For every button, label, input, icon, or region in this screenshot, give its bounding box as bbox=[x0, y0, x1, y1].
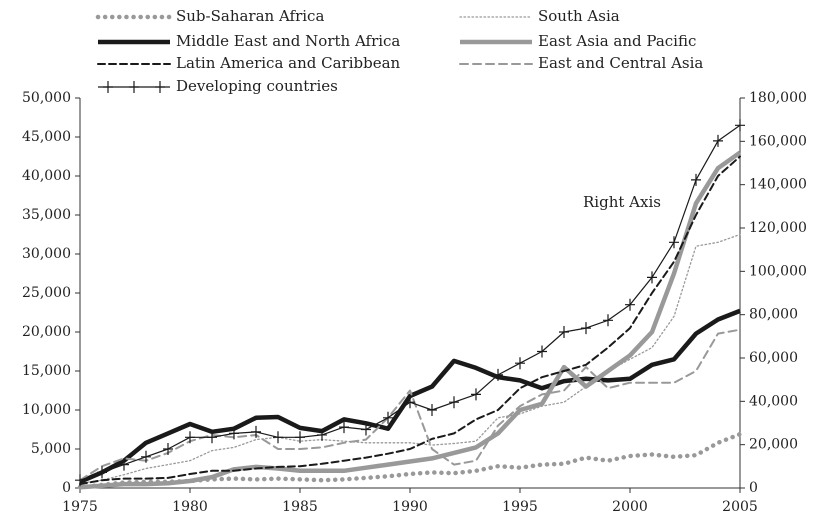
y2-tick-label: 80,000 bbox=[749, 307, 798, 323]
legend-label: Developing countries bbox=[176, 77, 338, 95]
y-tick-label: 35,000 bbox=[22, 207, 71, 223]
legend-marker bbox=[103, 81, 113, 93]
point-marker bbox=[735, 119, 745, 132]
y2-tick-label: 60,000 bbox=[749, 350, 798, 366]
y-tick-label: 25,000 bbox=[22, 285, 71, 301]
point-marker bbox=[75, 474, 85, 487]
point-marker bbox=[361, 423, 371, 436]
point-marker bbox=[273, 431, 283, 444]
y2-tick-label: 100,000 bbox=[749, 263, 807, 279]
x-tick-label: 1995 bbox=[502, 499, 538, 515]
point-marker bbox=[493, 368, 503, 381]
point-marker bbox=[427, 404, 437, 416]
point-marker bbox=[317, 428, 327, 441]
legend-label: South Asia bbox=[538, 7, 620, 25]
point-marker bbox=[229, 427, 239, 440]
series-line bbox=[77, 431, 743, 490]
legend-label: Middle East and North Africa bbox=[176, 32, 400, 50]
point-marker bbox=[603, 314, 613, 327]
point-marker bbox=[625, 298, 635, 311]
series-line bbox=[79, 155, 741, 486]
y2-tick-label: 0 bbox=[749, 480, 758, 496]
legend-label: East and Central Asia bbox=[538, 54, 703, 72]
point-marker bbox=[691, 173, 701, 186]
point-marker bbox=[537, 345, 547, 358]
legend-label: Sub-Saharan Africa bbox=[176, 7, 324, 25]
y-tick-label: 15,000 bbox=[22, 363, 71, 379]
y2-tick-label: 40,000 bbox=[749, 393, 798, 409]
y-tick-label: 0 bbox=[62, 480, 71, 496]
y-tick-label: 40,000 bbox=[22, 168, 71, 184]
point-marker bbox=[515, 357, 525, 370]
point-marker bbox=[559, 326, 569, 338]
legend-label: East Asia and Pacific bbox=[538, 32, 696, 50]
point-marker bbox=[295, 431, 305, 444]
x-tick-label: 2000 bbox=[612, 499, 648, 515]
y-tick-label: 20,000 bbox=[22, 324, 71, 340]
point-marker bbox=[383, 411, 393, 424]
y-tick-label: 30,000 bbox=[22, 246, 71, 262]
y2-tick-label: 120,000 bbox=[749, 220, 807, 236]
series-line bbox=[79, 233, 741, 484]
point-marker bbox=[119, 458, 129, 471]
point-marker bbox=[471, 388, 481, 401]
point-marker bbox=[163, 443, 173, 455]
y2-tick-label: 180,000 bbox=[749, 90, 807, 106]
x-tick-label: 1990 bbox=[392, 499, 428, 515]
point-marker bbox=[647, 271, 657, 284]
y-tick-label: 45,000 bbox=[22, 129, 71, 145]
series-line bbox=[79, 308, 741, 484]
series-line bbox=[79, 150, 742, 490]
legend-marker bbox=[129, 81, 139, 93]
point-marker bbox=[669, 236, 679, 249]
y-tick-label: 50,000 bbox=[22, 90, 71, 106]
x-tick-label: 1985 bbox=[282, 499, 318, 515]
y2-tick-label: 140,000 bbox=[749, 177, 807, 193]
y-tick-label: 10,000 bbox=[22, 402, 71, 418]
legend-label: Latin America and Caribbean bbox=[176, 54, 401, 72]
point-marker bbox=[405, 396, 415, 409]
x-tick-label: 1975 bbox=[62, 499, 98, 515]
point-marker bbox=[581, 322, 591, 335]
y2-tick-label: 20,000 bbox=[749, 437, 798, 453]
point-marker bbox=[713, 134, 723, 147]
point-marker bbox=[339, 421, 349, 434]
point-marker bbox=[97, 466, 107, 479]
y2-tick-label: 160,000 bbox=[749, 133, 807, 149]
point-marker bbox=[449, 396, 459, 409]
annotation: Right Axis bbox=[583, 193, 661, 211]
point-marker bbox=[141, 450, 151, 463]
point-marker bbox=[251, 425, 261, 438]
x-tick-label: 1980 bbox=[172, 499, 208, 515]
point-marker bbox=[207, 431, 217, 444]
point-marker bbox=[185, 431, 195, 444]
legend-marker bbox=[155, 81, 165, 93]
y-tick-label: 5,000 bbox=[31, 441, 71, 457]
x-tick-label: 2005 bbox=[722, 499, 758, 515]
